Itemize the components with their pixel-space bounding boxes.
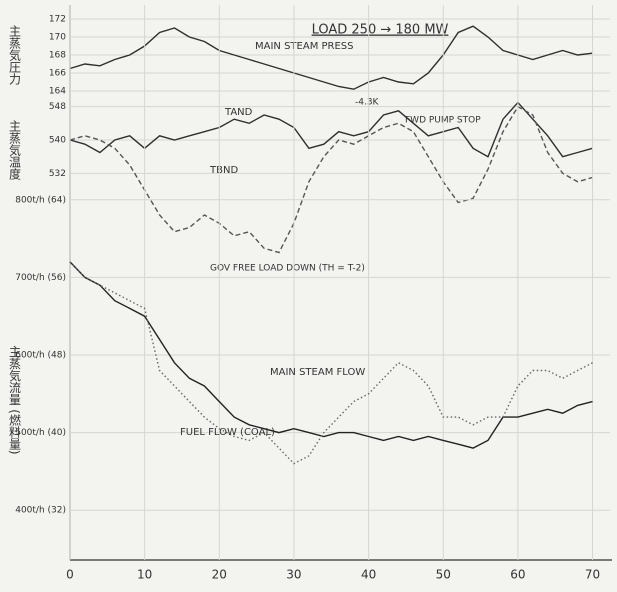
y-tick-label: 170 [49,33,66,43]
x-tick-label: 40 [361,568,376,582]
y-tick-label: 700t/h (56) [15,273,66,283]
y-axis-label: 主蒸気温度 [8,120,22,180]
annotation: -4.3K [355,98,380,108]
chart-title: LOAD 250 → 180 MW [312,23,449,38]
y-tick-label: 500t/h (40) [15,428,66,438]
y-tick-label: 164 [49,87,66,97]
y-tick-label: 600t/h (48) [15,351,66,361]
y-tick-label: 532 [49,169,66,179]
series-label: FUEL FLOW (COAL) [180,427,275,438]
x-tick-label: 50 [436,568,451,582]
paper [0,0,617,592]
annotation: GOV FREE LOAD DOWN (TH = T-2) [210,264,365,274]
x-tick-label: 70 [585,568,600,582]
series-label: MAIN STEAM FLOW [270,367,365,378]
series-label: MAIN STEAM PRESS [255,41,354,52]
y-tick-label: 540 [49,136,66,146]
y-axis-label: 主蒸気圧力 [8,25,22,86]
y-tick-label: 172 [49,15,66,25]
y-tick-label: 400t/h (32) [15,506,66,516]
y-tick-label: 166 [49,69,66,79]
x-tick-label: 20 [212,568,227,582]
x-tick-label: 60 [510,568,525,582]
series-label: TBND [209,165,238,176]
chart: LOAD 250 → 180 MW 164 166 168 170 172 主蒸気圧力 MA… [0,0,617,592]
y-tick-label: 548 [49,102,66,112]
y-tick-label: 168 [49,51,66,61]
y-tick-label: 800t/h (64) [15,195,66,205]
series-label: TAND [224,107,253,118]
x-tick-label: 0 [66,568,74,582]
x-tick-label: 10 [137,568,152,582]
x-tick-label: 30 [286,568,301,582]
y-axis-label: 主蒸気流量 (燃料量) [8,345,22,455]
